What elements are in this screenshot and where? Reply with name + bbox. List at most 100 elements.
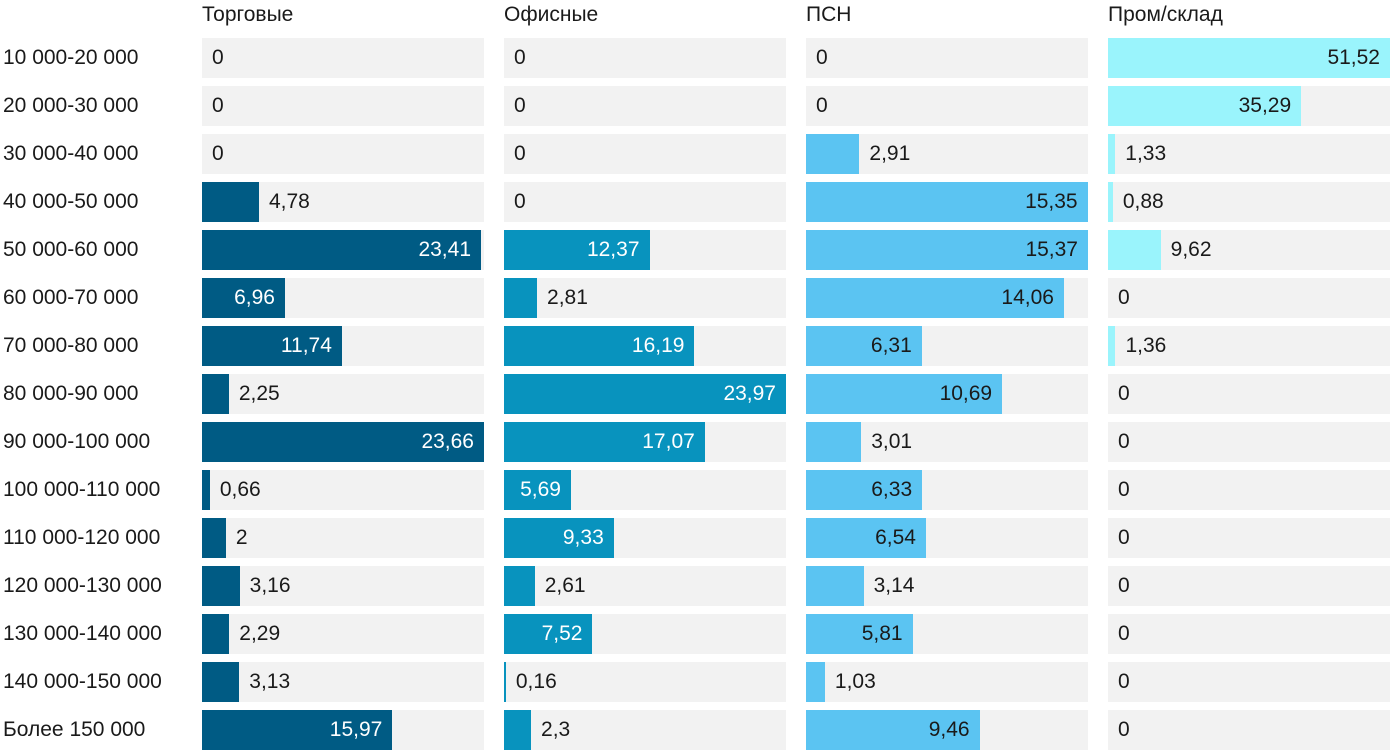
data-label: 2,29 — [239, 622, 281, 645]
data-label: 0 — [1118, 286, 1130, 309]
data-label: 23,41 — [418, 238, 472, 261]
data-label: 2,61 — [544, 574, 586, 597]
data-label: 2,3 — [541, 718, 571, 741]
category-label: 80 000-90 000 — [3, 382, 139, 405]
data-label: 9,62 — [1170, 238, 1212, 261]
bar-track — [202, 566, 484, 606]
data-label: 0 — [212, 142, 224, 165]
data-label: 15,35 — [1025, 190, 1078, 213]
category-label: 60 000-70 000 — [3, 286, 139, 309]
data-label: 0 — [1118, 526, 1130, 549]
bar — [504, 662, 506, 702]
bar — [202, 374, 229, 414]
data-label: 23,66 — [421, 430, 474, 453]
bar-track — [1108, 326, 1390, 366]
bar — [202, 614, 230, 654]
data-label: 0 — [1118, 478, 1130, 501]
bar-track — [1108, 374, 1390, 414]
data-label: 17,07 — [642, 430, 695, 453]
data-label: 0 — [1118, 430, 1130, 453]
data-label: 51,52 — [1327, 46, 1380, 69]
bar-track — [504, 182, 786, 222]
data-label: 16,19 — [631, 334, 685, 357]
series-header: Торговые — [202, 3, 294, 26]
bar — [806, 182, 1088, 222]
data-label: 0 — [514, 94, 526, 117]
data-label: 0,88 — [1122, 190, 1164, 213]
bar-track — [806, 662, 1088, 702]
data-label: 14,06 — [1001, 286, 1054, 309]
bar — [202, 518, 226, 558]
data-label: 0 — [816, 94, 828, 117]
bar — [202, 278, 285, 318]
bar — [504, 374, 786, 414]
bar — [202, 326, 342, 366]
data-label: 3,01 — [871, 430, 913, 453]
data-label: 1,33 — [1125, 142, 1167, 165]
category-label: 120 000-130 000 — [3, 574, 162, 597]
bar — [202, 662, 240, 702]
bar — [1108, 182, 1113, 222]
data-label: 6,96 — [234, 286, 275, 309]
category-label: 70 000-80 000 — [3, 334, 139, 357]
bar-track — [1108, 134, 1390, 174]
category-label: 20 000-30 000 — [3, 94, 139, 117]
bar — [504, 518, 614, 558]
bar-track — [504, 566, 786, 606]
data-label: 0 — [816, 46, 828, 69]
bar — [504, 566, 535, 606]
bar-track — [202, 662, 484, 702]
bar-track — [1108, 182, 1390, 222]
data-label: 0,16 — [515, 670, 557, 693]
data-label: 3,14 — [873, 574, 915, 597]
bar-track — [1108, 710, 1390, 750]
data-label: 0 — [514, 46, 526, 69]
bar — [806, 566, 864, 606]
bar-track — [202, 134, 484, 174]
data-label: 0 — [1118, 622, 1130, 645]
bar — [806, 614, 913, 654]
bar-track — [504, 710, 786, 750]
data-label: 1,36 — [1125, 334, 1167, 357]
bar — [1108, 326, 1116, 366]
bar — [504, 470, 571, 510]
bar — [806, 422, 862, 462]
bar-track — [202, 614, 484, 654]
bar — [806, 710, 980, 750]
data-label: 0 — [1118, 574, 1130, 597]
bar-track — [806, 86, 1088, 126]
data-label: 4,78 — [268, 190, 310, 213]
data-label: 0 — [212, 94, 224, 117]
data-label: 0 — [1118, 718, 1130, 741]
bar-track — [504, 134, 786, 174]
bar-track — [202, 374, 484, 414]
bar — [806, 326, 922, 366]
data-label: 0 — [1118, 670, 1130, 693]
bar — [202, 182, 259, 222]
category-label: Более 150 000 — [3, 718, 146, 741]
data-label: 2,91 — [869, 142, 911, 165]
data-label: 15,97 — [329, 718, 383, 741]
bar-track — [1108, 614, 1390, 654]
category-label: 40 000-50 000 — [3, 190, 139, 213]
bar — [504, 614, 593, 654]
data-label: 5,81 — [861, 622, 903, 645]
category-label: 50 000-60 000 — [3, 238, 139, 261]
category-label: 100 000-110 000 — [3, 478, 161, 501]
data-label: 11,74 — [280, 334, 332, 357]
data-label: 35,29 — [1238, 94, 1292, 117]
bar-track — [1108, 518, 1390, 558]
data-label: 2,81 — [547, 286, 588, 309]
bar — [1108, 230, 1161, 270]
data-label: 23,97 — [723, 382, 776, 405]
bar — [1108, 86, 1302, 126]
bar — [202, 566, 240, 606]
data-label: 7,52 — [541, 622, 583, 645]
category-label: 130 000-140 000 — [3, 622, 162, 645]
bar — [504, 422, 705, 462]
bar — [202, 230, 482, 270]
data-label: 1,03 — [834, 670, 876, 693]
bar — [1108, 134, 1116, 174]
bar — [806, 662, 825, 702]
category-label: 140 000-150 000 — [3, 670, 162, 693]
